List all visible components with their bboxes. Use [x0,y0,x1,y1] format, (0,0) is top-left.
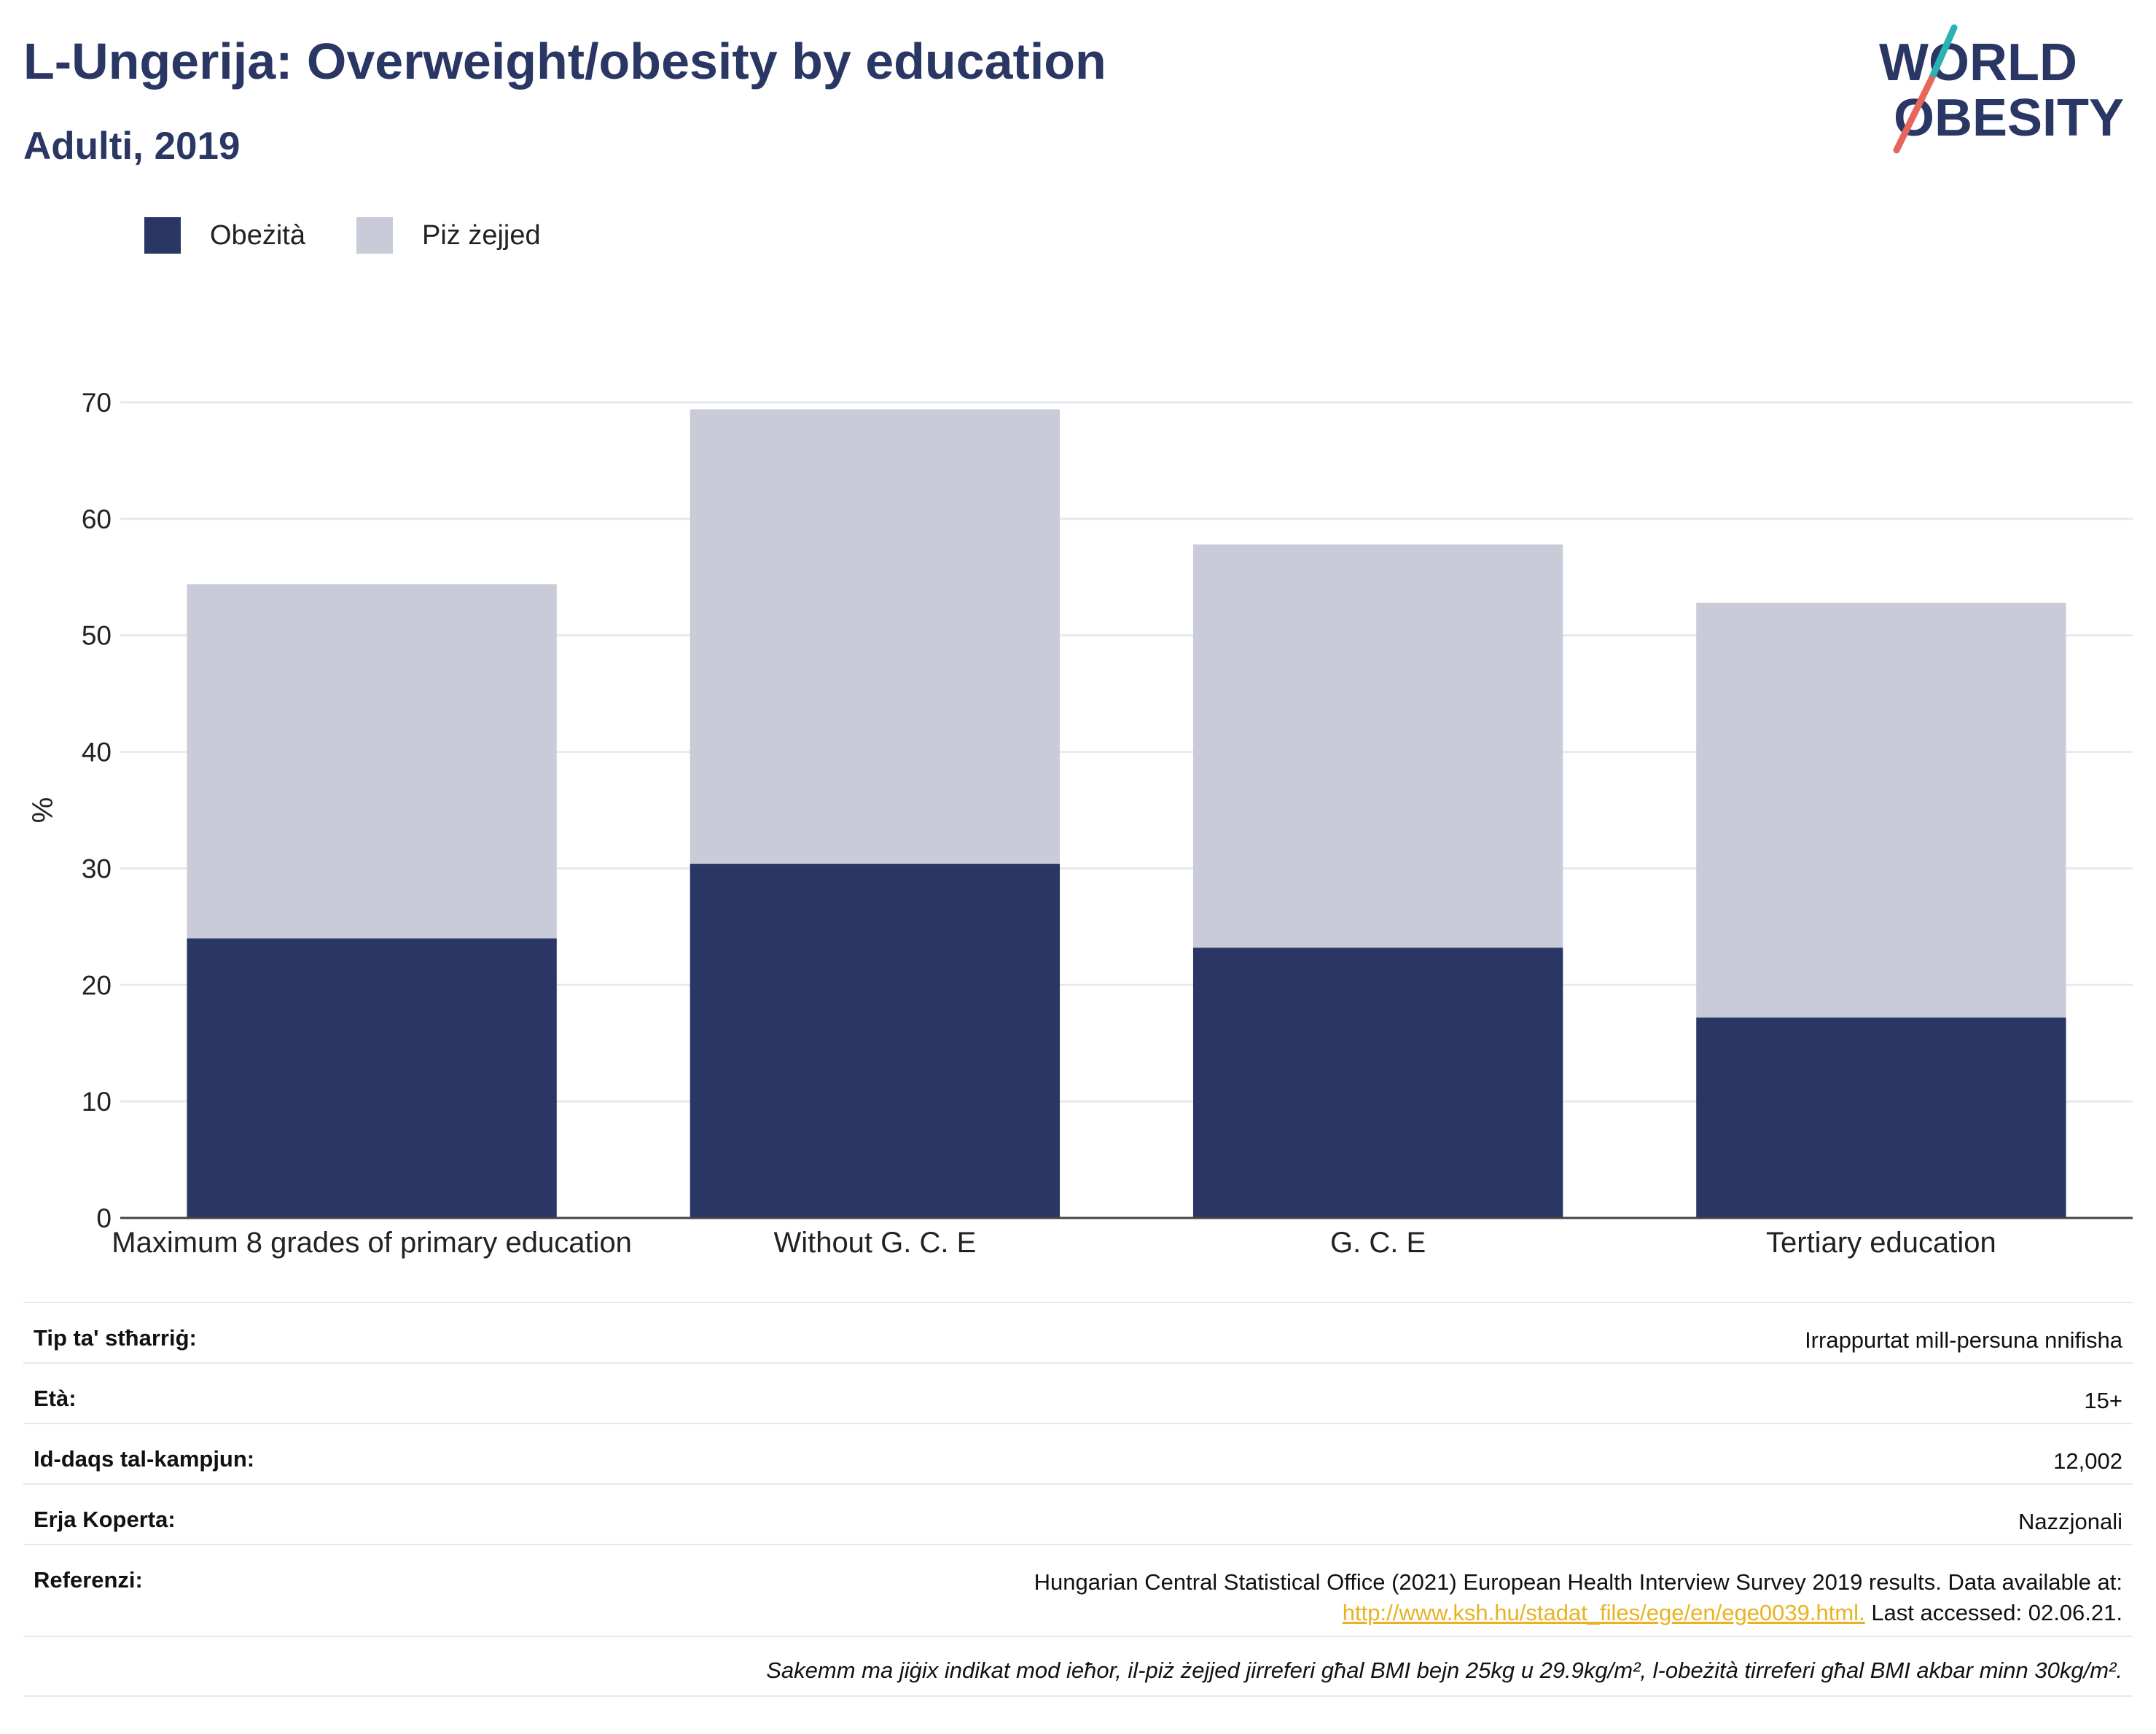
bar-overweight-1 [690,409,1061,864]
info-row-sample-size: Id-daqs tal-kampjun: 12,002 [23,1423,2133,1483]
logo-line2: OBESITY [1894,89,2124,147]
info-label: Tip ta' stħarriġ: [34,1325,197,1351]
info-label: Id-daqs tal-kampjun: [34,1446,255,1472]
legend-swatch-obesity [144,217,181,254]
y-tick-label: 30 [82,854,112,883]
reference-text: Hungarian Central Statistical Office (20… [1034,1567,2122,1628]
legend-item-obesity: Obeżità [144,217,305,254]
y-tick-label: 50 [82,621,112,651]
info-row-age: Età: 15+ [23,1362,2133,1423]
world-obesity-logo: WORLD OBESITY [1879,24,2124,154]
y-tick-label: 20 [82,970,112,1000]
legend-item-overweight: Piż żejjed [356,217,541,254]
x-tick-label: Tertiary education [1766,1227,1996,1259]
y-tick-label: 40 [82,738,112,768]
footnote: Sakemm ma jiġix indikat mod ieħor, il-pi… [23,1636,2133,1697]
y-tick-label: 10 [82,1087,112,1117]
chart-title: L-Ungerija: Overweight/obesity by educat… [23,33,1106,90]
info-table: Tip ta' stħarriġ: Irrappurtat mill-persu… [23,1302,2133,1697]
bar-overweight-0 [187,584,557,939]
info-value: 15+ [2084,1388,2122,1413]
chart-legend: Obeżità Piż żejjed [144,217,592,254]
bar-obesity-0 [187,938,557,1218]
y-tick-label: 60 [82,504,112,534]
legend-swatch-overweight [356,217,393,254]
reference-accessed: Last accessed: 02.06.21. [1871,1600,2122,1625]
legend-label-obesity: Obeżità [210,219,305,251]
bar-overweight-3 [1696,602,2066,1018]
info-label: Referenzi: [34,1567,143,1593]
legend-label-overweight: Piż żejjed [421,219,541,251]
info-value: Nazzjonali [2018,1509,2122,1534]
info-value: 12,002 [2053,1448,2122,1474]
info-value: Irrappurtat mill-persuna nnifisha [1805,1327,2122,1353]
reference-link-line: http://www.ksh.hu/stadat_files/ege/en/eg… [1034,1598,2122,1628]
bar-obesity-3 [1696,1018,2066,1218]
logo-line1: WORLD [1879,34,2077,92]
y-tick-label: 70 [82,388,112,418]
reference-citation: Hungarian Central Statistical Office (20… [1034,1569,2122,1595]
y-tick-label: 0 [96,1203,112,1233]
x-tick-label: Maximum 8 grades of primary education [112,1227,632,1259]
bar-overweight-2 [1192,544,1563,948]
y-axis-label: % [27,797,59,824]
bar-obesity-1 [690,864,1061,1218]
info-label: Età: [34,1386,77,1411]
x-tick-label: Without G. C. E [773,1227,976,1259]
bar-obesity-2 [1192,948,1563,1218]
x-tick-label: G. C. E [1330,1227,1426,1259]
info-row-area: Erja Koperta: Nazzjonali [23,1483,2133,1544]
info-label: Erja Koperta: [34,1507,176,1532]
reference-link[interactable]: http://www.ksh.hu/stadat_files/ege/en/eg… [1342,1600,1865,1625]
info-row-references: Referenzi: Hungarian Central Statistical… [23,1544,2133,1636]
chart-subtitle: Adulti, 2019 [23,125,241,168]
bar-chart: 0 10 20 30 40 50 60 70% Maximum 8 grades of prim… [27,388,2133,1259]
info-row-survey-type: Tip ta' stħarriġ: Irrappurtat mill-persu… [23,1302,2133,1362]
